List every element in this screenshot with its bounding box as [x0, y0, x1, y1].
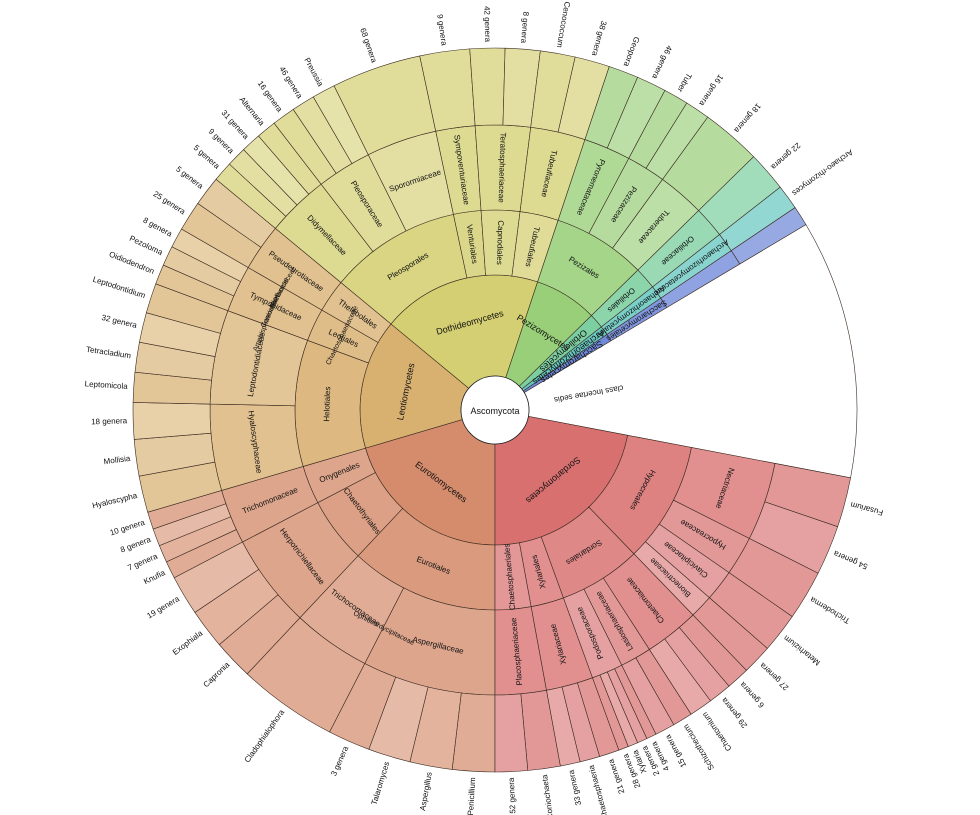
genus-label: 33 genera: [567, 769, 583, 807]
genus-label: 9 genera: [435, 14, 448, 47]
genus-label: 10 genera: [109, 518, 147, 538]
genus-label: 9 genera: [207, 127, 236, 156]
genus-label: 52 genera: [507, 777, 518, 814]
genus-label: Mollisia: [103, 454, 131, 467]
genus-label: Cenococcum: [555, 1, 572, 49]
genus-label: Knufia: [142, 568, 167, 586]
genus-label: Tuber: [675, 71, 693, 94]
genus-segment[interactable]: [469, 47, 506, 127]
genus-label: 25 genera: [152, 189, 188, 216]
genus-label: 8 genera: [519, 11, 530, 44]
genus-label: Preussia: [302, 56, 325, 88]
sunburst-segments: [132, 47, 858, 773]
genus-label: Chaetomium: [700, 710, 733, 753]
genus-segment[interactable]: [132, 402, 212, 440]
genus-label: Coniochaeta: [540, 773, 555, 815]
genus-label: 31 genera: [220, 108, 251, 141]
genus-label: 29 genera: [719, 695, 749, 729]
genus-label: Chaetosphaeria: [587, 764, 611, 815]
genus-label: 16 genera: [697, 73, 725, 108]
order-label: Helotiales: [322, 386, 332, 421]
genus-label: 18 genera: [91, 416, 128, 426]
genus-label: 32 genera: [101, 313, 139, 330]
root-label: Ascomycota: [470, 406, 519, 416]
genus-label: Talaromyces: [370, 760, 392, 806]
genus-label: 16 genera: [256, 79, 285, 114]
genus-label: 54 genera: [832, 549, 869, 571]
genus-label: Cladophialophora: [243, 707, 287, 764]
genus-label: 19 genera: [145, 594, 181, 620]
family-label: Teratosphaeriaceae: [497, 132, 508, 203]
genus-label: Tetracladium: [85, 345, 132, 361]
genus-label: 5 genera: [174, 165, 205, 192]
genus-label: Pezoloma: [128, 234, 165, 258]
genus-label: Exophiala: [171, 628, 205, 657]
genus-label: Leptodontidium: [92, 275, 147, 301]
genus-label: 3 genera: [329, 744, 350, 777]
genus-label: Fusarium: [849, 500, 884, 517]
genus-label: Hyaloscypha: [91, 491, 138, 511]
genus-label: Aspergillus: [418, 771, 434, 811]
genus-label: 22 genera: [769, 141, 802, 172]
genus-segment[interactable]: [494, 693, 529, 773]
genus-label: 8 genera: [142, 216, 175, 239]
order-label: Capnodiales: [495, 220, 505, 265]
genus-label: 8 genera: [119, 535, 152, 555]
genus-label: 5 genera: [192, 143, 222, 171]
genus-label: 42 genera: [482, 6, 492, 43]
genus-label: Trichoderma: [808, 595, 851, 626]
genus-label: 38 genera: [590, 20, 609, 58]
genus-label: Metarhizium: [782, 633, 822, 667]
genus-label: 46 genera: [277, 65, 304, 101]
genus-label: 46 genera: [650, 44, 674, 81]
genus-label: Alternaria: [238, 95, 267, 128]
genus-label: Leptomicola: [84, 379, 128, 391]
genus-label: Oidiodendron: [108, 250, 156, 276]
genus-label: 27 genera: [758, 660, 791, 692]
genus-label: 7 genera: [126, 551, 159, 572]
genus-label: Penicillium: [466, 777, 477, 815]
root-node[interactable]: [460, 375, 530, 445]
genus-label: 18 genera: [732, 101, 763, 135]
genus-label: 68 genera: [358, 27, 379, 65]
genus-label: Archaeo-rhizomyces: [790, 148, 854, 198]
genus-label: Capronia: [202, 660, 232, 689]
genus-label: Geopora: [622, 35, 642, 68]
genus-label: 6 genera: [738, 680, 766, 710]
